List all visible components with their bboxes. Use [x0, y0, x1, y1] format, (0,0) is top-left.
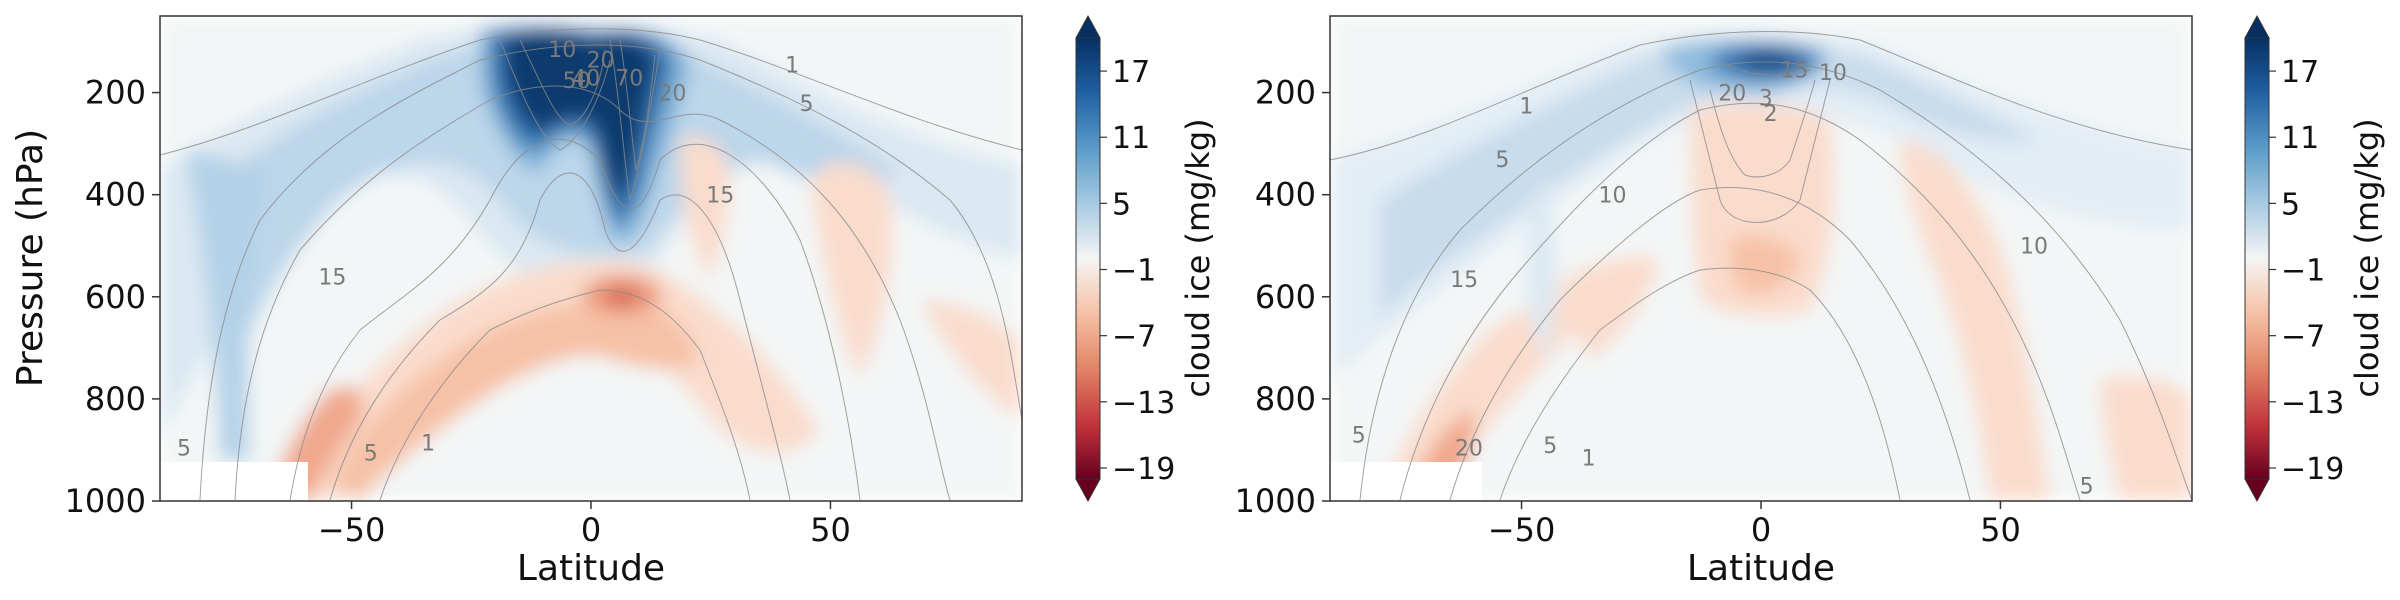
right-contour-label: 10 [1599, 184, 1627, 209]
left-colorbar-label: cloud ice (mg/kg) [1179, 118, 1217, 397]
left-contour-label: 40 [572, 66, 600, 91]
right-contour-label: 20 [1718, 82, 1746, 107]
right-contour-label: 10 [2020, 235, 2048, 260]
left-x-axis-label: Latitude [517, 548, 665, 589]
left-contour-label: 10 [548, 38, 576, 63]
right-y-tick-label: 200 [1255, 74, 1316, 112]
right-colorbar-tick-label: 17 [2281, 55, 2319, 90]
left-contour-label: 15 [706, 184, 734, 209]
right-contour-label: 2 [1764, 102, 1778, 127]
right-colorbar-tick-label: 11 [2281, 121, 2319, 156]
right-y-tick-label: 400 [1255, 176, 1316, 214]
left-contour-label: 5 [177, 436, 191, 461]
left-contour-label: 1 [421, 431, 435, 456]
right-contour-label: 5 [1352, 424, 1366, 449]
right-colorbar-tick-label: −7 [2281, 320, 2325, 355]
left-colorbar-tick-label: −1 [1112, 254, 1156, 289]
left-contour-label: 50 [563, 69, 591, 94]
left-colorbar-tick-label: 17 [1112, 55, 1150, 90]
left-x-tick-label: 50 [810, 511, 851, 549]
right-contour-label: 15 [1450, 268, 1478, 293]
left-missing-data [160, 462, 308, 501]
left-y-tick-label: 200 [85, 74, 146, 112]
right-contour-lines [1330, 31, 2192, 501]
right-x-tick-label: 50 [1980, 511, 2021, 549]
right-contour-label: 5 [2080, 475, 2094, 500]
right-y-tick-label: 800 [1255, 380, 1316, 418]
right-colorbar-tick-label: −19 [2281, 452, 2344, 487]
right-contour-label: 10 [1819, 61, 1847, 86]
right-colorbar-tick-label: −13 [2281, 386, 2344, 421]
right-contour-label: 15 [1781, 59, 1809, 84]
left-x-ticks: −50 0 50 [318, 501, 851, 549]
right-x-axis-label: Latitude [1687, 548, 1835, 589]
right-contour-label: 1 [1519, 94, 1533, 119]
right-contour-label: 5 [1543, 434, 1557, 459]
left-contour-label: 20 [587, 48, 615, 73]
right-colorbar: 17 11 5 −1 −7 −13 −19 cloud ice (mg/kg) [2244, 14, 2386, 503]
right-y-ticks: 200 400 600 800 1000 [1235, 74, 1330, 520]
right-colorbar-tick-label: 5 [2281, 187, 2300, 222]
left-x-tick-label: −50 [318, 511, 386, 549]
left-colorbar-tick-label: 5 [1112, 187, 1131, 222]
left-colorbar-tick-label: −13 [1112, 386, 1175, 421]
right-filled-contours [1330, 16, 2192, 501]
right-x-tick-label: −50 [1488, 511, 1556, 549]
left-contour-label: 5 [364, 442, 378, 467]
left-contour-label: 5 [800, 92, 814, 117]
left-y-tick-label: 600 [85, 278, 146, 316]
left-y-tick-label: 400 [85, 176, 146, 214]
left-x-tick-label: 0 [581, 511, 601, 549]
left-y-tick-label: 800 [85, 380, 146, 418]
left-filled-contours [160, 16, 1022, 501]
right-colorbar-tick-label: −1 [2281, 254, 2325, 289]
left-colorbar-tick-label: −7 [1112, 320, 1156, 355]
left-y-axis-label: Pressure (hPa) [10, 129, 51, 387]
left-contour-label: 1 [785, 54, 799, 79]
right-colorbar-label: cloud ice (mg/kg) [2348, 118, 2386, 397]
left-y-ticks: 200 400 600 800 1000 [65, 74, 160, 520]
right-missing-data [1330, 462, 1482, 501]
right-contour-label: 20 [1455, 436, 1483, 461]
right-contour-label: 5 [1495, 148, 1509, 173]
left-colorbar-tick-label: 11 [1112, 121, 1150, 156]
right-y-tick-label: 600 [1255, 278, 1316, 316]
right-y-tick-label: 1000 [1235, 482, 1316, 520]
left-y-tick-label: 1000 [65, 482, 146, 520]
left-contour-label: 15 [318, 265, 346, 290]
right-contour-label: 1 [1582, 447, 1596, 472]
left-colorbar-tick-label: −19 [1112, 452, 1175, 487]
left-contour-label: 20 [658, 82, 686, 107]
right-contour-label: 3 [1759, 87, 1773, 112]
left-contour-label: 70 [615, 66, 643, 91]
right-x-tick-label: 0 [1751, 511, 1771, 549]
left-colorbar: 17 11 5 −1 −7 −13 −19 cloud ice (mg/kg) [1075, 14, 1217, 503]
right-x-ticks: −50 0 50 [1488, 501, 2021, 549]
left-contour-lines [160, 28, 1022, 501]
